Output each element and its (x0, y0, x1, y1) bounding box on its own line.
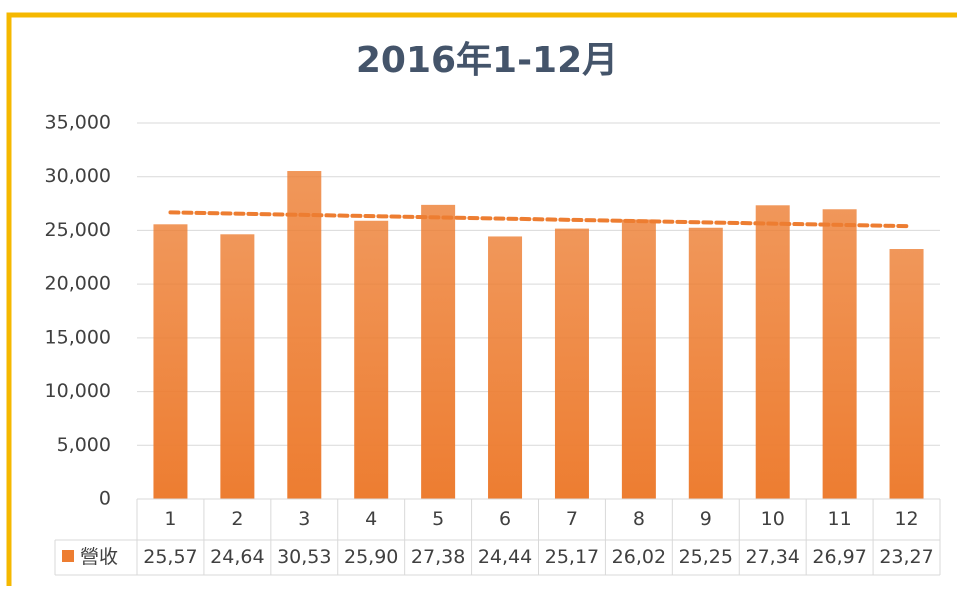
data-label: 24,64 (210, 546, 264, 568)
x-tick-label: 11 (828, 508, 852, 530)
x-tick-label: 3 (298, 508, 310, 530)
data-label: 26,97 (812, 546, 866, 568)
data-label: 25,17 (545, 546, 599, 568)
x-tick-label: 12 (894, 508, 918, 530)
data-label: 25,25 (679, 546, 733, 568)
y-tick-label: 0 (99, 488, 111, 510)
y-tick-label: 30,000 (45, 165, 111, 187)
bar (688, 227, 723, 499)
chart-title: 2016年1-12月 (356, 40, 618, 81)
y-tick-label: 25,000 (45, 219, 111, 241)
data-label: 24,44 (478, 546, 532, 568)
x-tick-label: 1 (164, 508, 176, 530)
bar (889, 249, 924, 499)
data-label: 26,02 (612, 546, 666, 568)
bar (554, 228, 589, 499)
x-tick-label: 8 (633, 508, 645, 530)
bar (220, 234, 255, 499)
data-label: 25,90 (344, 546, 398, 568)
y-tick-label: 10,000 (45, 380, 111, 402)
bar (755, 205, 790, 499)
y-tick-label: 5,000 (57, 434, 111, 456)
data-label: 27,38 (411, 546, 465, 568)
data-label: 27,34 (746, 546, 800, 568)
bar (287, 171, 322, 499)
data-label: 30,53 (277, 546, 331, 568)
legend-label: 營收 (80, 546, 118, 568)
bar (488, 236, 523, 499)
y-tick-label: 20,000 (45, 273, 111, 295)
bar (153, 224, 188, 499)
bar (354, 220, 389, 499)
bar (621, 219, 656, 499)
x-tick-label: 6 (499, 508, 511, 530)
bar (822, 209, 857, 499)
x-tick-label: 5 (432, 508, 444, 530)
bar (421, 204, 456, 499)
legend-swatch (62, 550, 74, 562)
trendline (168, 210, 909, 229)
x-tick-label: 7 (566, 508, 578, 530)
data-label: 23,27 (879, 546, 933, 568)
x-tick-label: 9 (700, 508, 712, 530)
y-tick-label: 35,000 (45, 112, 111, 134)
x-tick-label: 10 (761, 508, 785, 530)
x-tick-label: 2 (231, 508, 243, 530)
data-label: 25,57 (143, 546, 197, 568)
y-tick-label: 15,000 (45, 326, 111, 348)
x-tick-label: 4 (365, 508, 377, 530)
frame-border (6, 12, 957, 586)
